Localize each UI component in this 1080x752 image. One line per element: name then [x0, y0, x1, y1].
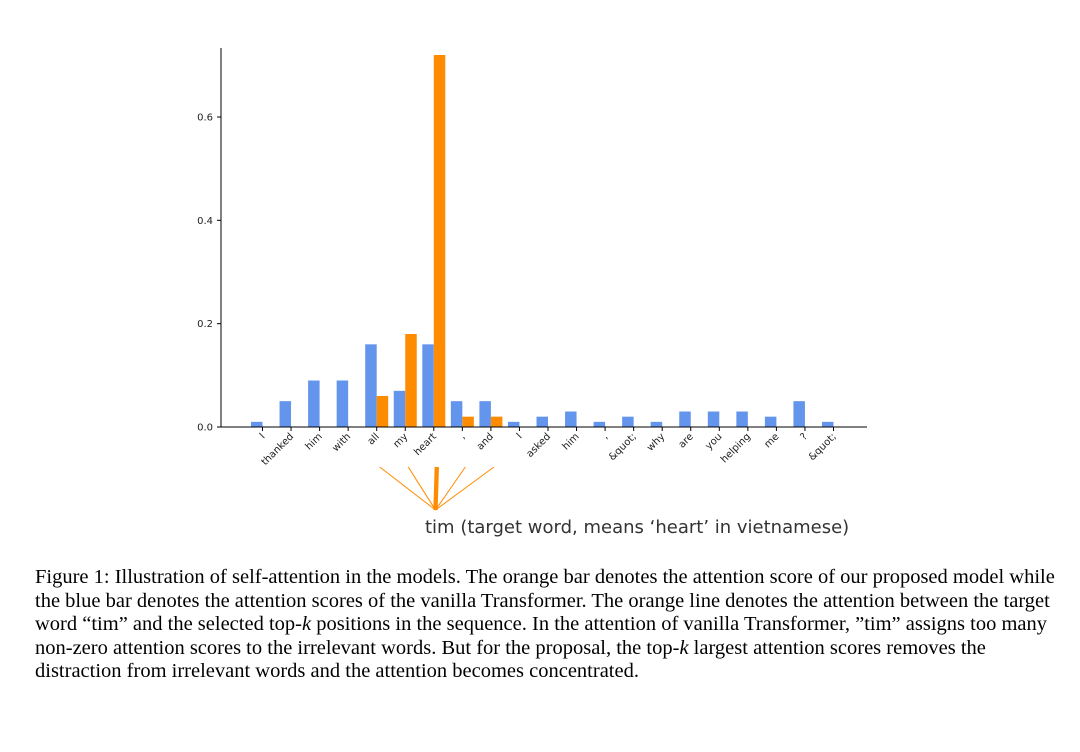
- bar-blue-7: [450, 401, 463, 427]
- attention-lines: [379, 466, 495, 511]
- x-tick-label-11: him: [561, 431, 582, 452]
- y-tick-label: 0.0: [197, 423, 213, 434]
- x-tick-label-8: and: [475, 431, 496, 452]
- x-tick-label-0: I: [258, 431, 268, 441]
- bar-blue-16: [707, 411, 720, 427]
- attention-line-6: [433, 466, 439, 511]
- bar-blue-3: [336, 380, 349, 427]
- x-tick-label-19: ?: [799, 431, 811, 443]
- x-tick-label-7: ,: [457, 431, 467, 441]
- x-tick-label-3: with: [330, 431, 353, 454]
- bar-blue-18: [764, 416, 777, 427]
- bar-blue-8: [479, 401, 491, 427]
- bar-blue-0: [251, 421, 263, 427]
- caption-text-2: positions in the sequence. In the attent…: [35, 613, 1048, 659]
- attention-line-8: [435, 466, 495, 511]
- attention-line-4: [379, 466, 436, 511]
- bar-blue-14: [650, 421, 663, 427]
- x-tick-label-16: you: [704, 431, 725, 452]
- bar-blue-5: [393, 390, 406, 427]
- caption-text-1: Illustration of self-attention in the mo…: [35, 566, 1055, 636]
- bar-blue-4: [365, 344, 377, 427]
- attention-line-5: [407, 466, 436, 511]
- caption-k-2: k: [679, 636, 689, 659]
- x-tick-label-6: heart: [412, 431, 439, 458]
- bar-blue-6: [422, 344, 434, 427]
- y-tick-label: 0.6: [197, 113, 213, 124]
- bar-blue-9: [507, 421, 520, 427]
- bar-blue-1: [279, 401, 292, 427]
- x-tick-label-20: &quot;: [807, 431, 839, 463]
- x-tick-label-2: him: [304, 431, 325, 452]
- x-tick-label-17: helping: [719, 431, 753, 465]
- x-tick-label-15: are: [677, 431, 696, 450]
- x-tick-label-13: &quot;: [607, 431, 639, 463]
- bar-blue-15: [679, 411, 691, 427]
- bar-orange-6: [433, 55, 446, 427]
- x-tick-label-9: I: [515, 431, 525, 441]
- caption-k-1: k: [301, 613, 312, 636]
- bar-blue-2: [308, 380, 320, 427]
- y-axis: 0.0 0.2 0.4 0.6: [197, 48, 222, 434]
- x-tick-label-10: asked: [525, 431, 553, 459]
- x-tick-label-18: me: [762, 431, 781, 450]
- bar-blue-10: [536, 416, 548, 427]
- bar-orange-4: [376, 396, 389, 427]
- bars: [251, 55, 834, 427]
- x-tick-label-12: ,: [600, 431, 610, 441]
- bar-blue-17: [736, 411, 748, 427]
- bar-blue-11: [565, 411, 577, 427]
- y-tick-label: 0.4: [197, 216, 213, 227]
- x-tick-label-5: my: [392, 431, 411, 450]
- bar-blue-19: [793, 401, 805, 427]
- bar-orange-8: [490, 416, 503, 427]
- x-tick-label-4: all: [366, 431, 382, 447]
- caption-text-3: largest attention scores removes the dis…: [35, 636, 986, 683]
- bar-orange-7: [462, 416, 474, 427]
- x-tick-label-14: why: [645, 431, 667, 453]
- attention-line-7: [435, 466, 466, 511]
- bar-blue-20: [822, 421, 834, 427]
- bar-orange-5: [405, 334, 417, 427]
- y-tick-label: 0.2: [197, 319, 213, 330]
- figure-caption: Figure 1: Illustration of self-attention…: [35, 566, 1055, 684]
- target-word-label: tim (target word, means ‘heart’ in vietn…: [425, 517, 849, 538]
- bar-blue-12: [593, 421, 606, 427]
- caption-label: Figure 1:: [35, 566, 110, 588]
- bar-blue-13: [622, 416, 634, 427]
